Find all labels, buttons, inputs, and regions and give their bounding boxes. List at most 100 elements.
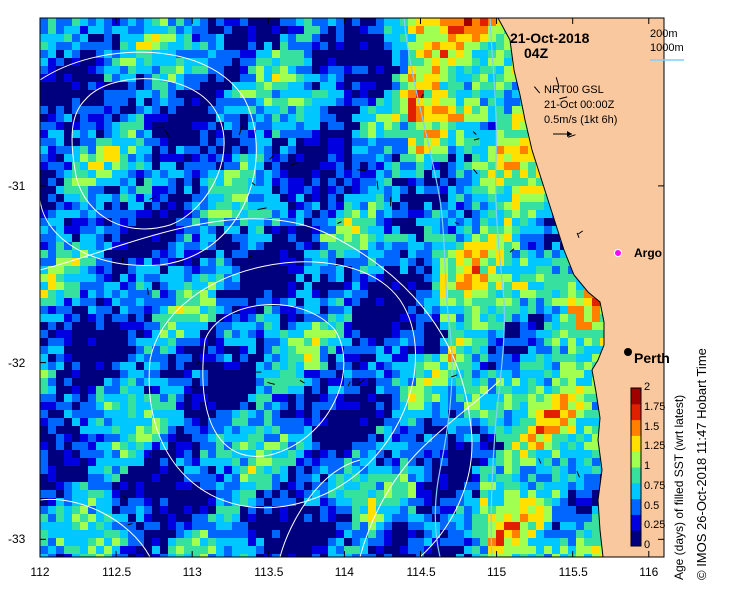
sst-cell bbox=[248, 394, 256, 402]
sst-cell bbox=[200, 338, 208, 346]
sst-cell bbox=[168, 290, 176, 298]
sst-cell bbox=[96, 226, 104, 234]
sst-cell bbox=[256, 290, 264, 298]
sst-cell bbox=[376, 250, 384, 258]
sst-cell bbox=[464, 106, 472, 114]
sst-cell bbox=[296, 210, 304, 218]
sst-cell bbox=[216, 82, 224, 90]
sst-cell bbox=[168, 330, 176, 338]
sst-cell bbox=[280, 402, 288, 410]
sst-cell bbox=[392, 298, 400, 306]
sst-cell bbox=[496, 106, 504, 114]
sst-cell bbox=[440, 146, 448, 154]
sst-cell bbox=[408, 274, 416, 282]
sst-cell bbox=[192, 282, 200, 290]
sst-cell bbox=[352, 418, 360, 426]
sst-cell bbox=[96, 98, 104, 106]
sst-cell bbox=[120, 66, 128, 74]
sst-cell bbox=[512, 298, 520, 306]
sst-cell bbox=[360, 242, 368, 250]
sst-cell bbox=[544, 210, 552, 218]
sst-cell bbox=[432, 226, 440, 234]
sst-cell bbox=[256, 130, 264, 138]
sst-cell bbox=[48, 90, 56, 98]
sst-cell bbox=[104, 346, 112, 354]
sst-cell bbox=[40, 282, 48, 290]
sst-cell bbox=[592, 458, 600, 466]
sst-cell bbox=[288, 514, 296, 522]
sst-cell bbox=[288, 482, 296, 490]
sst-cell bbox=[584, 434, 592, 442]
sst-cell bbox=[104, 122, 112, 130]
sst-cell bbox=[136, 418, 144, 426]
sst-cell bbox=[368, 346, 376, 354]
sst-cell bbox=[288, 298, 296, 306]
sst-cell bbox=[272, 194, 280, 202]
sst-cell bbox=[344, 250, 352, 258]
sst-cell bbox=[528, 410, 536, 418]
sst-cell bbox=[456, 202, 464, 210]
sst-cell bbox=[112, 498, 120, 506]
sst-cell bbox=[152, 282, 160, 290]
sst-cell bbox=[352, 106, 360, 114]
sst-cell bbox=[504, 522, 512, 530]
sst-cell bbox=[328, 378, 336, 386]
sst-cell bbox=[560, 418, 568, 426]
sst-cell bbox=[560, 346, 568, 354]
sst-cell bbox=[416, 50, 424, 58]
sst-cell bbox=[584, 402, 592, 410]
sst-cell bbox=[64, 346, 72, 354]
sst-cell bbox=[240, 258, 248, 266]
sst-cell bbox=[64, 154, 72, 162]
sst-cell bbox=[136, 298, 144, 306]
sst-cell bbox=[136, 410, 144, 418]
sst-cell bbox=[392, 106, 400, 114]
sst-cell bbox=[168, 394, 176, 402]
sst-cell bbox=[248, 186, 256, 194]
sst-cell bbox=[448, 386, 456, 394]
sst-cell bbox=[176, 250, 184, 258]
sst-cell bbox=[232, 202, 240, 210]
sst-cell bbox=[328, 290, 336, 298]
sst-cell bbox=[296, 346, 304, 354]
sst-cell bbox=[144, 138, 152, 146]
sst-cell bbox=[576, 442, 584, 450]
sst-cell bbox=[344, 418, 352, 426]
sst-cell bbox=[568, 514, 576, 522]
sst-cell bbox=[456, 18, 464, 26]
sst-cell bbox=[296, 450, 304, 458]
sst-cell bbox=[456, 362, 464, 370]
sst-cell bbox=[152, 18, 160, 26]
sst-cell bbox=[344, 194, 352, 202]
sst-cell bbox=[360, 18, 368, 26]
sst-cell bbox=[304, 74, 312, 82]
sst-cell bbox=[48, 138, 56, 146]
sst-cell bbox=[192, 474, 200, 482]
sst-cell bbox=[408, 138, 416, 146]
sst-cell bbox=[160, 386, 168, 394]
sst-cell bbox=[80, 106, 88, 114]
sst-cell bbox=[352, 58, 360, 66]
sst-cell bbox=[352, 34, 360, 42]
sst-cell bbox=[328, 346, 336, 354]
sst-cell bbox=[448, 482, 456, 490]
sst-cell bbox=[392, 282, 400, 290]
sst-cell bbox=[424, 298, 432, 306]
sst-cell bbox=[512, 194, 520, 202]
sst-cell bbox=[256, 266, 264, 274]
sst-cell bbox=[400, 66, 408, 74]
sst-cell bbox=[312, 114, 320, 122]
sst-cell bbox=[408, 50, 416, 58]
sst-cell bbox=[208, 482, 216, 490]
sst-cell bbox=[528, 242, 536, 250]
sst-cell bbox=[416, 34, 424, 42]
sst-cell bbox=[48, 106, 56, 114]
sst-cell bbox=[248, 170, 256, 178]
sst-cell bbox=[200, 202, 208, 210]
sst-cell bbox=[160, 154, 168, 162]
sst-cell bbox=[400, 50, 408, 58]
sst-cell bbox=[144, 210, 152, 218]
sst-cell bbox=[176, 266, 184, 274]
sst-cell bbox=[216, 514, 224, 522]
sst-cell bbox=[192, 410, 200, 418]
